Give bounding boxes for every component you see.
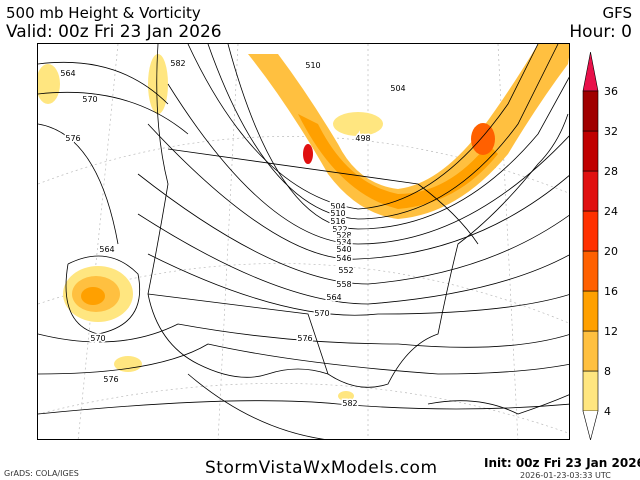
contour-label: 564 bbox=[99, 245, 114, 254]
contour-label: 516 bbox=[330, 217, 345, 226]
colorbar-tick-label: 4 bbox=[604, 405, 611, 418]
colorbar-tick-label: 28 bbox=[604, 165, 618, 178]
colorbar-band bbox=[582, 250, 599, 292]
grads-credit: GrADS: COLA/IGES bbox=[4, 469, 79, 478]
colorbar-tick-label: 36 bbox=[604, 85, 618, 98]
colorbar-band bbox=[582, 210, 599, 252]
generated-timestamp: 2026-01-23-03:33 UTC bbox=[520, 471, 611, 480]
colorbar-band bbox=[582, 330, 599, 372]
colorbar: 4 8 12 16 20 24 28 32 36 bbox=[582, 51, 618, 440]
contour-label: 510 bbox=[305, 61, 320, 70]
contour-label: 528 bbox=[336, 231, 351, 240]
contour-label: 582 bbox=[342, 399, 357, 408]
contour-label: 576 bbox=[103, 375, 118, 384]
model-name: GFS bbox=[602, 4, 632, 22]
colorbar-band bbox=[582, 170, 599, 212]
forecast-hour: Hour: 0 bbox=[569, 22, 632, 42]
colorbar-band bbox=[582, 90, 599, 132]
contour-label: 498 bbox=[355, 134, 370, 143]
contour-label: 540 bbox=[336, 245, 351, 254]
contour-label: 504 bbox=[330, 202, 345, 211]
contour-label: 504 bbox=[390, 84, 405, 93]
valid-time: Valid: 00z Fri 23 Jan 2026 bbox=[6, 22, 222, 42]
colorbar-band bbox=[582, 290, 599, 332]
contour-label: 558 bbox=[336, 280, 351, 289]
contour-label: 534 bbox=[336, 238, 351, 247]
contour-label: 570 bbox=[90, 334, 105, 343]
contour-label: 546 bbox=[336, 254, 351, 263]
contour-label: 570 bbox=[82, 95, 97, 104]
colorbar-min-arrow bbox=[582, 410, 599, 440]
colorbar-tick-label: 24 bbox=[604, 205, 618, 218]
contour-label: 522 bbox=[332, 225, 347, 234]
init-time: Init: 00z Fri 23 Jan 2026 bbox=[484, 456, 640, 470]
colorbar-band bbox=[582, 130, 599, 172]
contour-label: 576 bbox=[65, 134, 80, 143]
coastlines-borders bbox=[147, 44, 569, 439]
contour-label: 564 bbox=[60, 69, 75, 78]
map-title: 500 mb Height & Vorticity bbox=[6, 4, 201, 22]
contour-label: 582 bbox=[170, 59, 185, 68]
colorbar-tick-label: 32 bbox=[604, 125, 618, 138]
contour-label: 576 bbox=[297, 334, 312, 343]
colorbar-tick-label: 8 bbox=[604, 365, 611, 378]
colorbar-tick-label: 16 bbox=[604, 285, 618, 298]
vorticity-shading bbox=[38, 44, 569, 401]
contour-label: 564 bbox=[326, 293, 341, 302]
contour-label: 510 bbox=[330, 209, 345, 218]
colorbar-band bbox=[582, 370, 599, 412]
colorbar-max-arrow bbox=[582, 51, 599, 92]
colorbar-tick-label: 20 bbox=[604, 245, 618, 258]
map-panel: 564 570 576 582 510 504 498 504 510 516 522 528 534 5… bbox=[37, 43, 570, 440]
colorbar-tick-label: 12 bbox=[604, 325, 618, 338]
height-contours bbox=[38, 44, 569, 415]
contour-label: 570 bbox=[314, 309, 329, 318]
contour-label: 552 bbox=[338, 266, 353, 275]
site-name: StormVistaWxModels.com bbox=[205, 458, 438, 478]
